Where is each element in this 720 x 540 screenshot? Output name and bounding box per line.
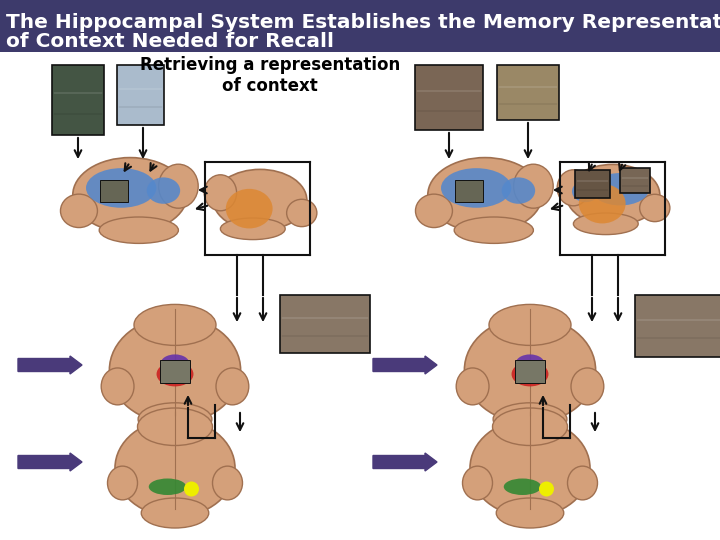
Ellipse shape (73, 158, 187, 232)
Ellipse shape (287, 199, 317, 227)
Ellipse shape (220, 218, 285, 240)
Circle shape (539, 482, 554, 496)
Ellipse shape (134, 305, 216, 346)
FancyArrow shape (18, 453, 82, 471)
Ellipse shape (138, 403, 212, 436)
Ellipse shape (573, 213, 638, 234)
Ellipse shape (109, 316, 240, 423)
Ellipse shape (492, 408, 567, 446)
Ellipse shape (147, 178, 180, 204)
Bar (516, 360, 545, 383)
Ellipse shape (212, 466, 243, 500)
Ellipse shape (511, 362, 549, 387)
FancyArrow shape (373, 453, 437, 471)
Bar (100, 180, 128, 202)
Text: Retrieving a representation
of context: Retrieving a representation of context (140, 56, 400, 95)
Ellipse shape (86, 168, 156, 208)
Ellipse shape (572, 180, 599, 202)
Ellipse shape (566, 164, 660, 226)
Ellipse shape (216, 368, 249, 405)
Bar (280, 295, 370, 353)
Ellipse shape (107, 466, 138, 500)
Ellipse shape (428, 158, 542, 232)
Bar (575, 170, 610, 198)
Bar (455, 180, 483, 202)
Ellipse shape (60, 194, 97, 227)
Ellipse shape (456, 368, 489, 405)
Ellipse shape (141, 498, 209, 528)
Ellipse shape (571, 368, 604, 405)
Bar (0, 0, 720, 52)
Bar (117, 65, 164, 125)
Ellipse shape (496, 498, 564, 528)
Bar (52, 65, 104, 135)
Ellipse shape (226, 189, 273, 228)
Ellipse shape (493, 403, 567, 436)
Ellipse shape (557, 170, 590, 206)
Bar (635, 295, 720, 357)
Ellipse shape (204, 175, 237, 211)
Bar (497, 65, 559, 120)
Bar (415, 65, 483, 130)
Bar (161, 360, 190, 383)
Ellipse shape (464, 316, 595, 423)
Ellipse shape (161, 354, 189, 373)
Ellipse shape (115, 419, 235, 517)
Ellipse shape (149, 478, 186, 495)
Ellipse shape (158, 164, 198, 208)
Ellipse shape (513, 164, 553, 208)
Ellipse shape (102, 368, 134, 405)
Circle shape (184, 482, 199, 496)
Ellipse shape (454, 217, 534, 244)
Ellipse shape (591, 173, 649, 205)
FancyArrow shape (18, 356, 82, 374)
Ellipse shape (462, 466, 492, 500)
Ellipse shape (516, 354, 544, 373)
Ellipse shape (99, 217, 179, 244)
Ellipse shape (156, 362, 194, 387)
Ellipse shape (470, 419, 590, 517)
Text: The Hippocampal System Establishes the Memory Representation: The Hippocampal System Establishes the M… (6, 13, 720, 32)
Ellipse shape (504, 478, 541, 495)
Ellipse shape (489, 305, 571, 346)
Ellipse shape (579, 184, 626, 224)
Ellipse shape (213, 170, 307, 231)
Ellipse shape (415, 194, 452, 227)
Bar (620, 168, 650, 193)
Ellipse shape (567, 466, 598, 500)
Ellipse shape (502, 178, 535, 204)
Ellipse shape (639, 194, 670, 221)
Ellipse shape (138, 408, 212, 446)
FancyArrow shape (373, 356, 437, 374)
Text: of Context Needed for Recall: of Context Needed for Recall (6, 32, 334, 51)
Ellipse shape (441, 168, 511, 208)
